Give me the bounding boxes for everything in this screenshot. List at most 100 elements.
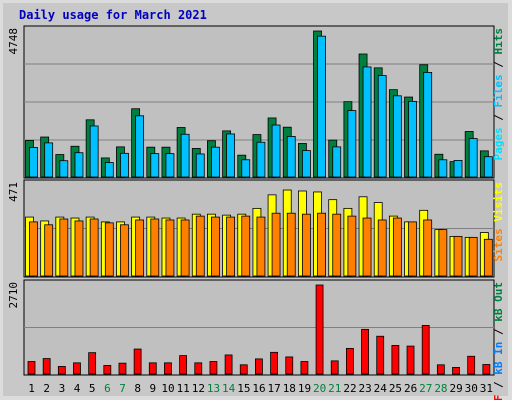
legend-separator: /	[492, 55, 505, 75]
bar-files-8	[135, 115, 145, 178]
legend-entry: kB Out	[492, 282, 505, 322]
x-tick-label-20: 20	[313, 382, 326, 395]
bar-kbytes-7	[118, 362, 127, 375]
bar-sites-24	[377, 219, 387, 277]
bar-kbytes-19	[300, 361, 309, 375]
bar-sites-18	[286, 212, 296, 277]
bar-files-10	[165, 153, 175, 178]
x-tick-label-25: 25	[389, 382, 402, 395]
bar-sites-11	[180, 219, 190, 277]
bar-files-25	[392, 95, 402, 178]
legend-visits-sites: Sites Visits	[492, 182, 505, 262]
bar-files-30	[468, 138, 478, 178]
bar-files-22	[347, 110, 357, 178]
bar-kbytes-16	[255, 358, 263, 375]
bar-files-13	[211, 146, 220, 178]
bar-files-20	[317, 35, 326, 178]
bar-sites-26	[408, 221, 417, 277]
bar-sites-30	[468, 236, 478, 277]
bar-kbytes-31	[482, 364, 491, 375]
bar-kbytes-5	[88, 352, 97, 375]
bar-files-14	[226, 133, 236, 178]
legend-kbytes: kB F / kB In / kB Out	[492, 282, 505, 400]
bar-kbytes-23	[361, 328, 369, 375]
x-tick-label-12: 12	[192, 382, 205, 395]
x-tick-label-11: 11	[177, 382, 190, 395]
bar-kbytes-15	[239, 364, 248, 375]
bar-kbytes-17	[270, 351, 278, 375]
x-tick-label-15: 15	[237, 382, 250, 395]
bar-files-27	[423, 72, 433, 178]
bar-sites-25	[392, 217, 402, 277]
x-tick-label-9: 9	[150, 382, 157, 395]
legend-entry: kB In	[492, 342, 505, 375]
bar-sites-21	[332, 213, 342, 277]
x-tick-label-1: 1	[28, 382, 35, 395]
x-tick-label-28: 28	[434, 382, 447, 395]
bar-kbytes-4	[73, 362, 81, 375]
bar-kbytes-30	[467, 355, 476, 375]
bar-files-1	[29, 147, 38, 178]
x-tick-label-7: 7	[119, 382, 126, 395]
bar-sites-23	[362, 217, 372, 277]
bar-sites-3	[59, 218, 69, 277]
bar-sites-28	[438, 229, 448, 277]
x-tick-label-10: 10	[161, 382, 174, 395]
bar-kbytes-10	[164, 362, 172, 375]
bar-kbytes-24	[376, 335, 385, 375]
bar-files-6	[104, 162, 114, 178]
bar-kbytes-8	[133, 348, 142, 375]
x-tick-label-22: 22	[343, 382, 356, 395]
legend-entry: Files	[492, 74, 505, 107]
bar-files-5	[89, 125, 99, 178]
bar-files-7	[120, 152, 129, 178]
legend-entry: kB F	[492, 395, 505, 400]
bar-kbytes-2	[42, 358, 51, 375]
ymax-label-pages-files-hits: 4748	[7, 28, 20, 55]
x-tick-label-16: 16	[252, 382, 265, 395]
chart-title: Daily usage for March 2021	[19, 8, 207, 22]
x-tick-label-26: 26	[404, 382, 417, 395]
bar-kbytes-6	[103, 365, 112, 375]
bar-sites-6	[104, 222, 114, 277]
bar-sites-8	[135, 219, 145, 277]
bar-sites-20	[317, 212, 326, 277]
bar-files-23	[362, 66, 372, 178]
bar-kbytes-11	[179, 355, 188, 375]
bar-files-9	[150, 153, 160, 178]
bar-sites-12	[195, 215, 205, 277]
bar-sites-2	[44, 224, 54, 277]
bar-files-11	[180, 133, 190, 178]
x-tick-label-19: 19	[298, 382, 311, 395]
bar-sites-27	[423, 219, 433, 277]
bar-kbytes-29	[452, 367, 460, 375]
x-tick-label-31: 31	[480, 382, 493, 395]
bar-sites-9	[150, 218, 160, 277]
bar-sites-14	[226, 216, 236, 277]
legend-entry: Hits	[492, 28, 505, 55]
bar-kbytes-3	[57, 366, 66, 375]
bar-files-18	[286, 136, 296, 178]
bar-files-29	[453, 159, 463, 178]
bar-kbytes-13	[209, 361, 218, 375]
legend-entry: Visits	[492, 182, 505, 222]
bar-sites-4	[74, 220, 84, 277]
bar-files-3	[59, 160, 69, 178]
bar-sites-1	[29, 221, 38, 277]
bar-sites-19	[301, 213, 311, 277]
bar-kbytes-1	[27, 361, 36, 375]
bar-sites-16	[256, 216, 266, 277]
bar-files-16	[256, 141, 266, 178]
ymax-label-visits-sites: 471	[7, 182, 20, 202]
x-tick-label-2: 2	[43, 382, 50, 395]
bar-files-2	[44, 142, 54, 178]
bar-sites-15	[241, 215, 251, 277]
bar-sites-7	[120, 224, 129, 277]
bar-kbytes-28	[436, 364, 445, 375]
x-tick-label-29: 29	[449, 382, 462, 395]
bar-files-26	[408, 100, 417, 178]
legend-entry: Sites	[492, 228, 505, 261]
bar-sites-5	[89, 218, 99, 277]
